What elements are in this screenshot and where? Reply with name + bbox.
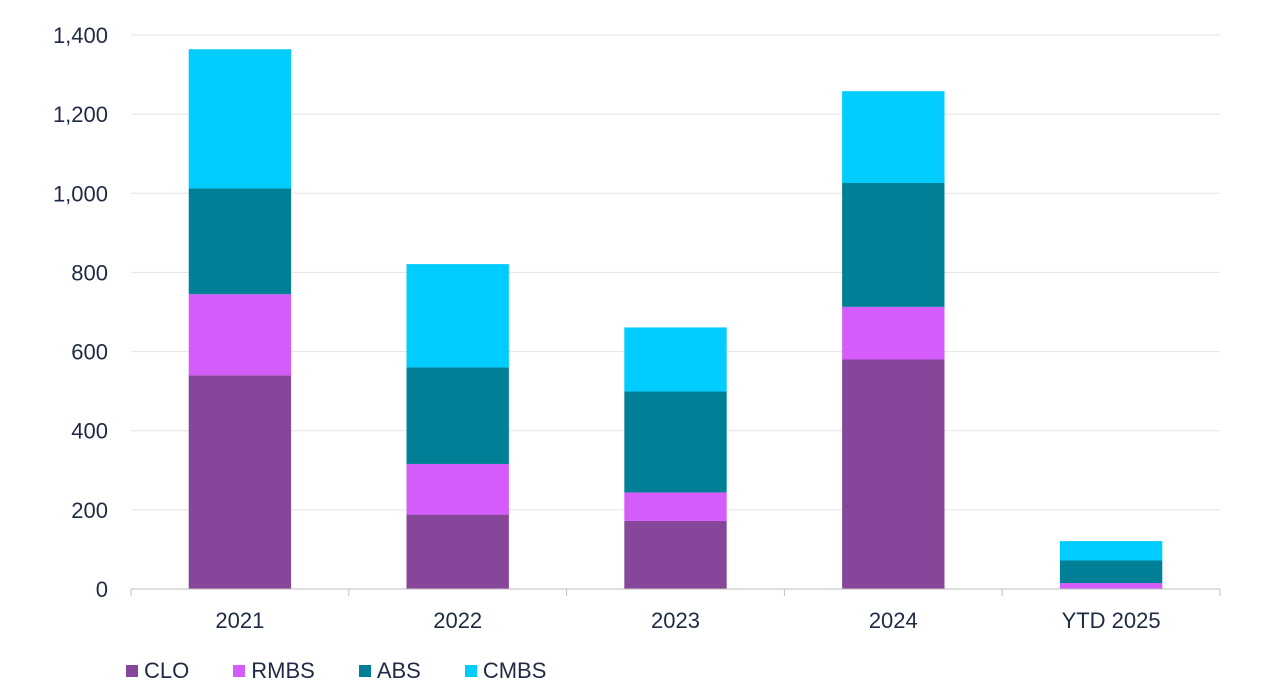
bar-clo-2023 <box>624 520 727 589</box>
legend-item-rmbs: RMBS <box>233 658 315 684</box>
bar-cmbs-ytd-2025 <box>1059 541 1163 561</box>
bar-abs-2021 <box>188 188 292 295</box>
bar-clo-2024 <box>842 359 945 589</box>
x-axis-tick-labels: 2021 2022 2023 2024 YTD 2025 <box>215 608 1160 633</box>
bar-cmbs-2024 <box>842 91 945 183</box>
y-tick-label: 200 <box>71 498 108 523</box>
y-axis-tick-labels: 0 200 400 600 800 1,000 1,200 1,400 <box>53 23 108 602</box>
legend-item-cmbs: CMBS <box>464 658 547 684</box>
y-tick-label: 600 <box>71 340 108 365</box>
bar-cmbs-2021 <box>188 49 292 189</box>
legend-label: CMBS <box>482 658 547 683</box>
bar-abs-2024 <box>842 182 945 307</box>
y-tick-label: 800 <box>71 260 108 285</box>
bar-rmbs-2022 <box>406 463 509 515</box>
bar-clo-2022 <box>406 514 509 589</box>
legend-item-clo: CLO <box>126 658 189 684</box>
legend-swatch <box>358 665 371 677</box>
y-tick-label: 1,200 <box>53 102 108 127</box>
x-tick-label: 2021 <box>215 608 264 633</box>
legend: CLO RMBS ABS CMBS <box>126 658 590 684</box>
bars <box>188 49 1163 589</box>
x-axis <box>130 588 1221 596</box>
legend-label: RMBS <box>251 658 315 683</box>
bar-rmbs-2024 <box>842 306 945 360</box>
legend-item-abs: ABS <box>358 658 421 684</box>
legend-swatch <box>126 665 138 677</box>
x-tick-label: 2024 <box>869 608 918 633</box>
y-tick-label: 1,000 <box>53 181 108 206</box>
x-tick-label: 2022 <box>433 608 482 633</box>
bar-cmbs-2023 <box>624 327 727 392</box>
bar-abs-2023 <box>624 391 727 493</box>
y-tick-label: 0 <box>96 577 108 602</box>
bar-rmbs-2021 <box>188 294 292 376</box>
bar-rmbs-ytd-2025 <box>1059 583 1163 589</box>
legend-label: CLO <box>144 658 190 683</box>
legend-label: ABS <box>376 658 421 683</box>
bar-clo-2021 <box>188 375 292 589</box>
bar-cmbs-2022 <box>406 264 509 368</box>
bar-rmbs-2023 <box>624 492 727 521</box>
bar-abs-ytd-2025 <box>1059 560 1163 584</box>
x-tick-label: 2023 <box>651 608 700 633</box>
legend-swatch <box>464 665 477 677</box>
bar-abs-2022 <box>406 367 509 464</box>
legend-swatch <box>233 665 246 677</box>
y-tick-label: 400 <box>71 419 108 444</box>
x-tick-label: YTD 2025 <box>1062 608 1161 633</box>
y-tick-label: 1,400 <box>53 23 108 48</box>
